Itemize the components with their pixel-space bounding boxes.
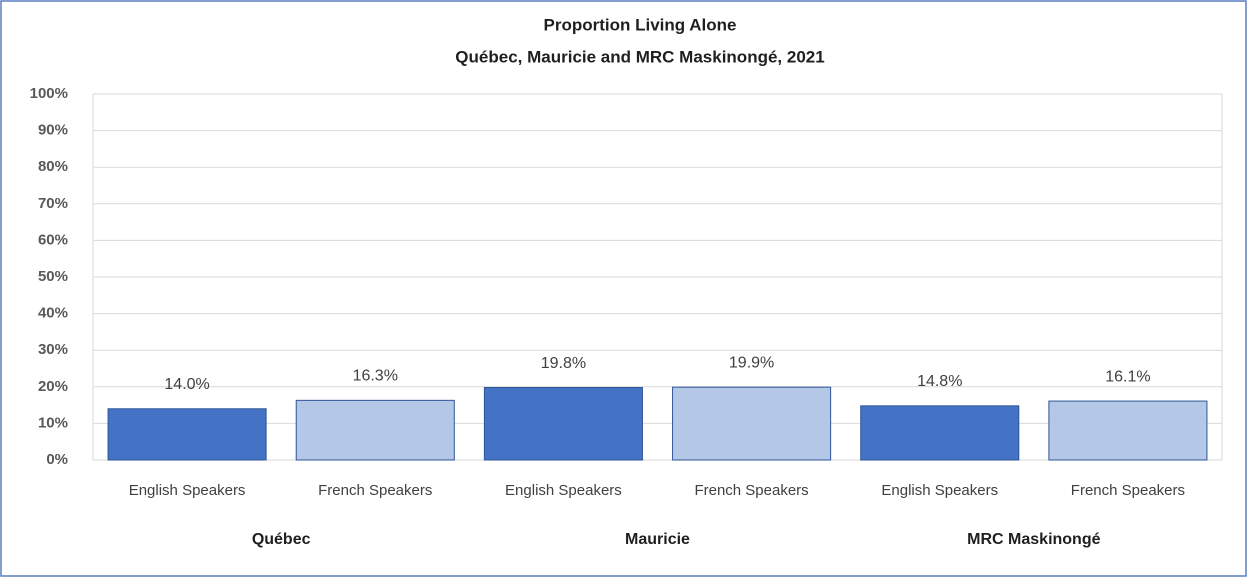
y-tick-label: 40% <box>38 305 68 322</box>
y-tick-label: 50% <box>38 268 68 285</box>
y-tick-label: 20% <box>38 378 68 395</box>
chart-subtitle: Québec, Mauricie and MRC Maskinongé, 202… <box>455 47 824 66</box>
bar <box>1048 400 1208 461</box>
y-tick-label: 70% <box>38 195 68 212</box>
y-tick-label: 10% <box>38 414 68 431</box>
value-label: 14.8% <box>917 373 962 390</box>
y-tick-label: 30% <box>38 341 68 358</box>
x-tick-label: French Speakers <box>318 482 432 499</box>
y-tick-label: 90% <box>38 122 68 139</box>
value-label: 19.8% <box>541 355 586 372</box>
bar <box>860 405 1020 461</box>
x-tick-label: English Speakers <box>881 482 998 499</box>
x-tick-label: English Speakers <box>505 482 622 499</box>
bar <box>483 387 643 461</box>
x-tick-label: English Speakers <box>129 482 246 499</box>
value-label: 16.3% <box>353 368 398 385</box>
group-label: MRC Maskinongé <box>967 531 1100 548</box>
bar <box>107 408 267 461</box>
y-tick-label: 60% <box>38 231 68 248</box>
y-tick-label: 100% <box>30 85 68 102</box>
group-label: Québec <box>252 531 311 548</box>
value-label: 16.1% <box>1105 368 1150 385</box>
value-label: 14.0% <box>164 376 209 393</box>
bar <box>295 399 455 461</box>
chart-title: Proportion Living Alone <box>544 15 737 34</box>
value-label: 19.9% <box>729 354 774 371</box>
bar <box>672 386 832 461</box>
group-label: Mauricie <box>625 531 690 548</box>
x-tick-label: French Speakers <box>1071 482 1185 499</box>
y-tick-label: 80% <box>38 158 68 175</box>
x-tick-label: French Speakers <box>694 482 808 499</box>
y-tick-label: 0% <box>46 451 68 468</box>
